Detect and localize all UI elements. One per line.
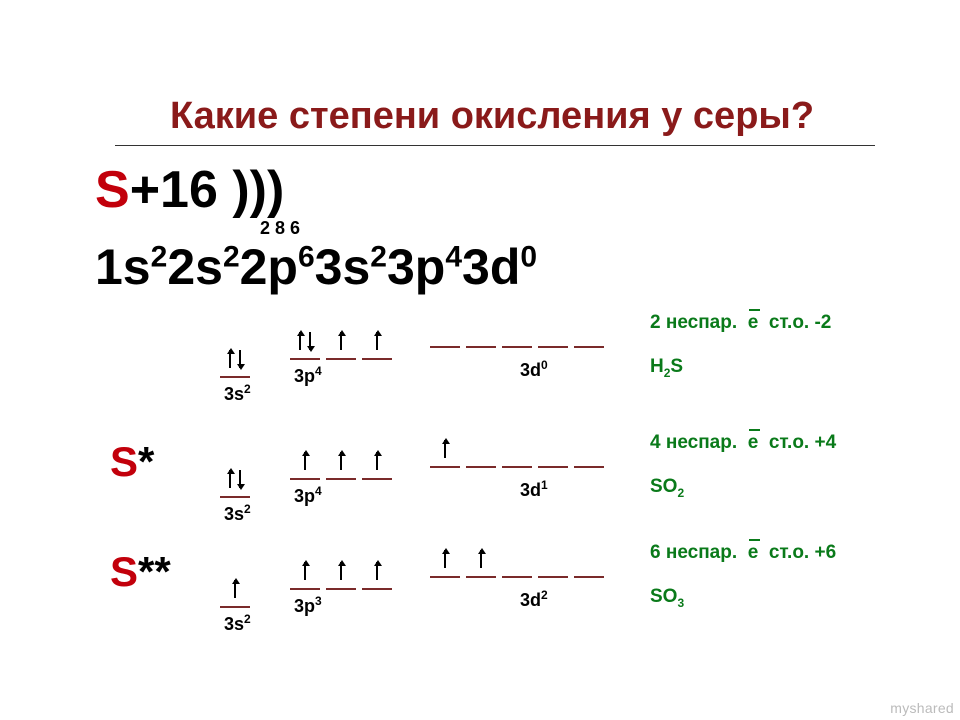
shell-numbers: 2 8 6 xyxy=(260,218,300,239)
title-underline xyxy=(115,145,875,146)
annotation-compound: SO2 xyxy=(650,476,684,500)
watermark: myshared xyxy=(890,700,954,716)
element-info: +16 ))) xyxy=(130,161,285,219)
annotation-compound: SO3 xyxy=(650,586,684,610)
annotation-compound: H2S xyxy=(650,356,683,380)
slide: Какие степени окисления у серы? S+16 )))… xyxy=(0,0,960,720)
state-label: S** xyxy=(110,548,171,596)
slide-title: Какие степени окисления у серы? xyxy=(170,95,814,138)
state-label: S* xyxy=(110,438,154,486)
annotation-unpaired: 6 неспар. е ст.о. +6 xyxy=(650,542,836,564)
annotation-unpaired: 4 неспар. е ст.о. +4 xyxy=(650,432,836,454)
element-symbol: S xyxy=(95,161,130,219)
annotation-unpaired: 2 неспар. е ст.о. -2 xyxy=(650,312,831,334)
element-header: S+16 ))) xyxy=(95,160,284,220)
electron-config: 1s22s22p63s23p43d0 xyxy=(95,238,537,296)
